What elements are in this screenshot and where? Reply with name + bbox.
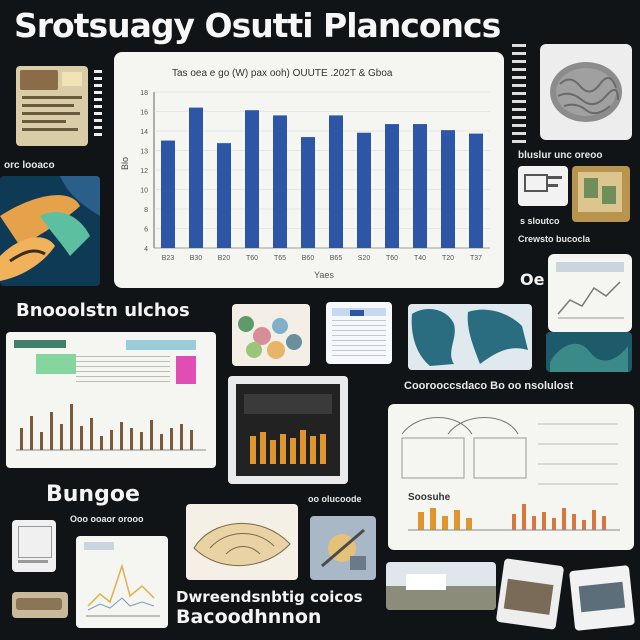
landscape-photo-3 [569,565,635,631]
chart-x-tick-label: T20 [442,255,454,262]
chart-x-tick-label: B65 [330,255,343,262]
orange-chart-thumb [228,376,348,484]
mechanism-photo [310,516,376,580]
chart-x-tick-label: T37 [470,255,482,262]
line-chart-card [76,536,168,628]
chart-y-tick-label: 14 [140,129,148,136]
caption-lower-small: Ooo ooaor orooo [70,514,144,524]
caption-bottom-mid: oo olucoode [308,494,362,504]
chart-y-tick-label: 18 [140,90,148,97]
section-heading-left-lower: Bungoe [46,482,140,507]
caption-panel-4: Oe [520,270,545,289]
chart-ylabel: Blo [120,157,130,170]
chart-y-tick-label: 12 [140,168,148,175]
small-photo-card [12,592,68,618]
chart-y-tick-label: 10 [140,188,148,195]
chart-bar [217,143,231,248]
chart-bar [329,115,343,249]
chart-y-tick-label: 4 [144,246,148,253]
right-chart-card [548,254,632,332]
caption-left-1: orc looaco [4,160,55,171]
chart-bar [357,132,371,248]
cells-photo [232,304,310,366]
caption-right-3: Crewsto bucocla [518,234,591,244]
chart-x-tick-label: T40 [414,255,426,262]
table-document [326,302,392,364]
small-doc-card [12,520,56,572]
bar-chart-panel: Tas oea e go (W) pax ooh) OUUTE .202T & … [114,52,504,288]
chart-bar [189,107,203,248]
notes-card [16,66,88,146]
shell-illustration [186,504,298,580]
page-title: Srotsuagy Osutti Planconcs [14,6,501,45]
chart-bar [273,115,287,249]
specimen-photo [540,44,632,140]
small-diagram-card [518,166,568,206]
section-heading-bottom-1: Dwreendsnbtig coicos [176,588,363,606]
chart-bar [245,110,259,248]
chart-x-tick-label: B60 [302,255,315,262]
left-dashboard-panel [6,332,216,468]
bar-chart: Tas oea e go (W) pax ooh) OUUTE .202T & … [120,68,490,280]
chart-x-tick-label: B23 [162,255,175,262]
chart-y-tick-label: 16 [140,110,148,117]
teal-shapes-panel-2 [546,332,632,372]
chart-x-tick-label: B30 [190,255,203,262]
chart-y-tick-label: 6 [144,227,148,234]
chart-y-tick-label: 8 [144,207,148,214]
chart-x-tick-label: T60 [386,255,398,262]
chart-bar [469,133,483,248]
chart-title: Tas oea e go (W) pax ooh) OUUTE .202T & … [172,68,393,79]
chart-bar [301,137,315,248]
chart-x-tick-label: S20 [358,255,371,262]
landscape-photo-2 [495,558,565,630]
caption-mid-right: Coorooccsdaco Bo oo nsolulost [404,380,574,392]
diagram-panel [388,404,634,550]
caption-panel-3: Soosuhe [408,492,451,503]
landscape-photo-1 [386,562,496,610]
hand-illustration [0,176,100,286]
scribble-column-right [512,44,526,144]
chart-bar [161,140,175,248]
teal-shapes-panel [408,304,532,370]
section-heading-left-mid: Bnooolstn ulchos [16,300,190,321]
chart-x-tick-label: T65 [274,255,286,262]
chart-x-tick-label: T60 [246,255,258,262]
map-photo [572,166,630,222]
chart-bar [441,130,455,248]
caption-right-1: bluslur unc oreoo [518,150,603,161]
chart-bar [385,124,399,248]
chart-y-tick-label: 13 [140,149,148,156]
scribble-column-left [94,70,102,140]
chart-x-tick-label: B20 [218,255,231,262]
section-heading-bottom-2: Bacoodhnnon [176,606,322,628]
caption-right-2: s sloutco [520,216,560,226]
chart-xlabel: Yaes [314,270,334,280]
chart-bar [413,124,427,248]
